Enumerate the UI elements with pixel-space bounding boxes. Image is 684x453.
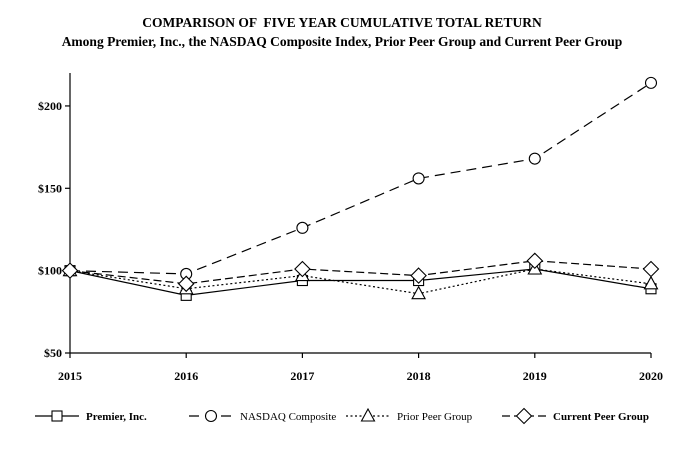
chart-title: COMPARISON OF FIVE YEAR CUMULATIVE TOTAL… [142,15,542,30]
legend-label: Premier, Inc. [86,411,147,423]
data-point [410,267,427,284]
x-tick-label: 2018 [407,369,431,383]
x-tick-label: 2020 [639,369,663,383]
data-point [644,76,658,89]
data-point [296,221,309,234]
y-tick-label: $50 [44,346,62,360]
series-line [69,260,652,285]
legend-item: Premier, Inc. [35,410,147,423]
data-point [411,285,427,300]
x-tick-label: 2019 [523,369,547,383]
legend-item: Current Peer Group [502,407,649,425]
y-tick-label: $200 [38,99,62,113]
legend-marker [51,410,63,422]
x-tick-label: 2015 [58,369,82,383]
y-tick-label: $150 [38,181,62,195]
data-point [642,260,660,278]
legend-label: Current Peer Group [553,411,649,423]
series-line [69,268,652,296]
series-1 [63,76,658,280]
series-3 [61,252,660,293]
x-tick-label: 2016 [174,369,198,383]
series-0 [64,263,657,301]
series-line [69,268,652,295]
data-point [294,260,311,278]
data-point [643,275,659,290]
data-point [526,252,544,270]
chart-subtitle: Among Premier, Inc., the NASDAQ Composit… [61,34,623,49]
data-point [61,262,79,279]
legend-label: Prior Peer Group [397,411,473,423]
x-tick-label: 2017 [290,369,314,383]
legend-marker [515,407,533,425]
legend: Premier, Inc. NASDAQ Composite Prior Peer … [35,407,649,425]
data-point [412,172,425,185]
legend-label: NASDAQ Composite [240,411,336,423]
legend-item: NASDAQ Composite [189,409,336,423]
series-line [69,82,652,275]
axes: $50 $100 $150 $200 2015 2016 2017 2018 2019 2020 [38,73,663,383]
legend-marker [360,407,376,422]
data-point [177,275,195,293]
data-point [528,152,541,165]
legend-item: Prior Peer Group [346,407,473,423]
series-group [61,76,660,301]
y-tick-label: $100 [38,264,62,278]
legend-marker [204,409,218,423]
